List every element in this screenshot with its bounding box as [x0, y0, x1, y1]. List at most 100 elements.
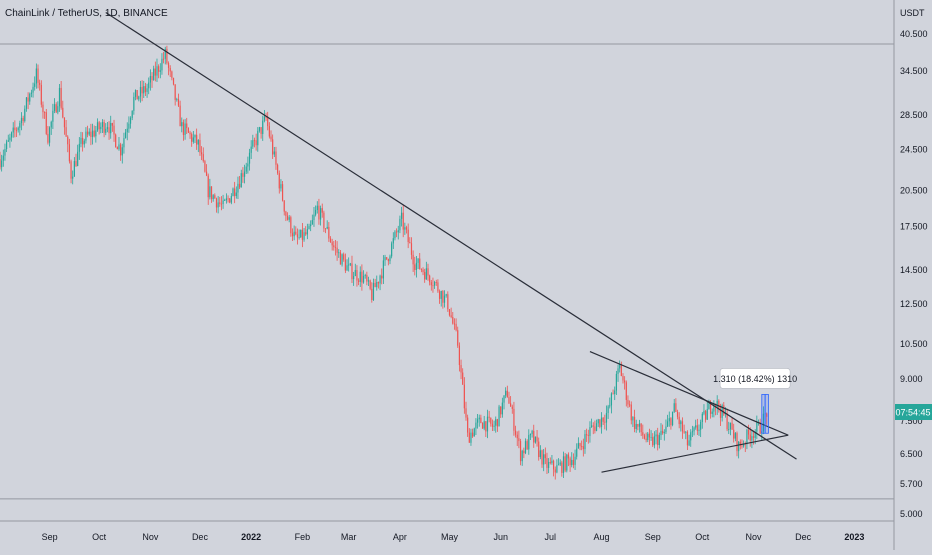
candle-body [14, 127, 16, 130]
candle-body [202, 154, 204, 162]
candle-body [397, 230, 399, 233]
candle-body [605, 412, 608, 423]
candle-body [78, 143, 80, 152]
candle-body [366, 275, 368, 282]
candle-body [642, 432, 644, 436]
candle-body [599, 419, 601, 427]
candle-body [214, 195, 216, 199]
candle-body [215, 198, 218, 208]
candle-body [703, 410, 705, 414]
candle-body [253, 140, 256, 142]
candle-body [50, 121, 52, 128]
price-axis[interactable]: 40.500 34.500 28.500 24.500 20.500 17.500 14.5… [900, 29, 928, 519]
candle-body [250, 146, 252, 153]
candle-body [27, 97, 29, 102]
candle-body [371, 288, 373, 300]
candle-body [191, 134, 193, 142]
candle-body [691, 431, 693, 433]
candle-body [650, 437, 652, 438]
candle-body [131, 110, 133, 118]
candle-body [272, 139, 274, 155]
candle-body [505, 390, 507, 396]
candle-body [9, 137, 11, 141]
time-axis[interactable]: Sep Oct Nov Dec 2022 Feb Mar Apr May Jun Jul Aug Sep… [42, 532, 865, 542]
candle-body [376, 282, 378, 288]
candle-body [45, 112, 47, 134]
candle-body [736, 433, 738, 452]
price-tick-label: 6.500 [900, 449, 923, 459]
candle-body [367, 280, 370, 282]
candle-body [632, 416, 634, 421]
candle-body [75, 161, 77, 166]
candle-body [577, 443, 579, 449]
candle-body [415, 262, 418, 270]
candle-body [72, 176, 74, 179]
candle-body [194, 134, 196, 138]
candle-body [513, 408, 515, 431]
candle-body [209, 186, 211, 198]
candle-body [230, 195, 232, 203]
candle-body [35, 68, 37, 84]
candle-body [260, 127, 262, 134]
candle-body [110, 122, 112, 134]
candle-body [475, 422, 477, 429]
candle-body [169, 67, 171, 72]
candle-body [668, 418, 670, 422]
candle-body [622, 375, 624, 381]
candle-body [12, 127, 14, 133]
candle-body [455, 323, 457, 331]
candle-body [609, 405, 611, 407]
candle-body [234, 188, 236, 197]
candle-body [467, 417, 469, 433]
candle-body [245, 166, 247, 172]
candle-body [344, 259, 346, 271]
candle-body [196, 134, 198, 145]
candle-body [283, 200, 285, 212]
candle-body [124, 132, 127, 139]
candle-body [557, 464, 560, 466]
candle-body [219, 202, 221, 204]
candle-body [126, 128, 128, 133]
candle-body [243, 171, 246, 177]
candle-body [210, 186, 213, 200]
candle-body [571, 459, 573, 466]
candle-body [346, 265, 348, 271]
candle-body [457, 330, 459, 346]
candle-body [156, 66, 158, 76]
triangle-upper-line [589, 351, 789, 436]
candle-body [688, 440, 690, 446]
candle-body [67, 136, 69, 145]
candle-body [529, 433, 532, 436]
candle-body [470, 432, 472, 443]
candle-body [602, 417, 604, 422]
candle-body [445, 294, 447, 296]
candle-body [338, 252, 340, 254]
candle-body [389, 256, 391, 262]
candle-body [326, 226, 328, 229]
candle-body [511, 406, 513, 409]
candle-body [105, 128, 107, 133]
candle-body [731, 422, 733, 430]
candle-body [374, 282, 376, 288]
candle-body [116, 147, 118, 150]
time-tick-label: Sep [645, 532, 661, 542]
candle-body [88, 131, 90, 135]
time-tick-label: 2022 [241, 532, 261, 542]
candle-body [273, 151, 275, 155]
candle-body [17, 127, 19, 131]
candle-body [726, 413, 728, 430]
candle-body [32, 86, 34, 93]
candle-body [481, 423, 484, 429]
candle-body [29, 93, 31, 102]
candle-body [533, 430, 535, 443]
candle-body [483, 421, 485, 429]
candle-body [468, 432, 470, 443]
candle-body [351, 263, 353, 280]
candle-body [235, 192, 237, 197]
candle-body [670, 418, 672, 426]
candle-body [660, 430, 662, 436]
candle-body [181, 122, 183, 127]
candle-body [752, 436, 755, 438]
